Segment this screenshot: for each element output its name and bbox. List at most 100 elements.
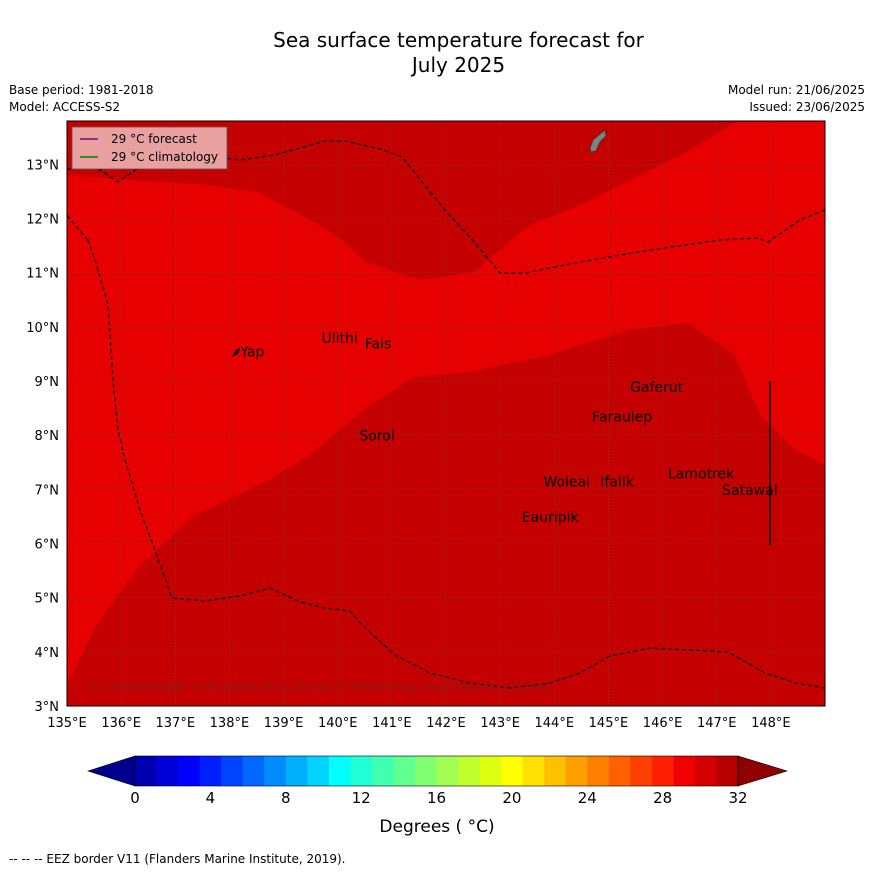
colorbar-tick-label: 0 bbox=[130, 789, 140, 807]
place-label: Woleai bbox=[543, 475, 590, 491]
lat-tick-label: 6°N bbox=[35, 538, 60, 553]
place-label: Satawal bbox=[722, 483, 777, 499]
place-label: Fais bbox=[365, 337, 392, 353]
colorbar-swatch bbox=[328, 756, 351, 786]
colorbar-swatch bbox=[544, 756, 567, 786]
place-label: Faraulep bbox=[592, 410, 652, 426]
lat-tick-label: 3°N bbox=[35, 700, 60, 715]
place-label: Ifalik bbox=[600, 475, 634, 491]
place-label: Yap bbox=[239, 345, 264, 361]
colorbar-swatch bbox=[156, 756, 179, 786]
colorbar-swatch bbox=[307, 756, 330, 786]
colorbar-swatch bbox=[178, 756, 201, 786]
place-label: Ulithi bbox=[321, 331, 357, 347]
place-label: Lamotrek bbox=[668, 467, 735, 483]
place-label: Gaferut bbox=[630, 380, 684, 396]
colorbar: 0 4 8 12 16 20 24 28 32 bbox=[87, 755, 789, 807]
colorbar-tick-label: 24 bbox=[578, 789, 597, 807]
colorbar-swatch bbox=[285, 756, 308, 786]
colorbar-swatch bbox=[414, 756, 437, 786]
colorbar-swatch bbox=[199, 756, 222, 786]
title-line-1: Sea surface temperature forecast for bbox=[273, 28, 644, 52]
map-legend: 29 °C forecast 29 °C climatology bbox=[71, 126, 228, 170]
colorbar-tick-label: 4 bbox=[206, 789, 216, 807]
lon-tick-label: 137°E bbox=[156, 716, 196, 731]
issued-date: Issued: 23/06/2025 bbox=[749, 100, 865, 114]
eez-border bbox=[67, 140, 825, 689]
colorbar-swatch bbox=[522, 756, 545, 786]
colorbar-swatch bbox=[350, 756, 373, 786]
lon-tick-label: 146°E bbox=[643, 716, 683, 731]
colorbar-tick-label: 16 bbox=[427, 789, 446, 807]
colorbar-extend-high bbox=[737, 755, 789, 787]
map-panel: © Commonwealth of Australia 2025, Bureau… bbox=[67, 121, 825, 706]
lon-tick-label: 143°E bbox=[480, 716, 520, 731]
map-frame bbox=[66, 120, 826, 707]
place-label: Eauripik bbox=[522, 510, 580, 526]
meta-left: Base period: 1981-2018 Model: ACCESS-S2 bbox=[9, 82, 154, 116]
sst-region-29-30-north bbox=[67, 121, 738, 280]
lat-tick-label: 4°N bbox=[35, 646, 60, 661]
place-labels: Yap Ulithi Fais Gaferut Faraulep Sorol Lamotre… bbox=[239, 331, 777, 526]
lon-tick-label: 141°E bbox=[372, 716, 412, 731]
colorbar-swatch bbox=[242, 756, 265, 786]
lon-tick-label: 140°E bbox=[318, 716, 358, 731]
longitude-ticks: 135°E 136°E 137°E 138°E 139°E 140°E 141°E 142°E… bbox=[47, 716, 790, 731]
colorbar-swatch bbox=[630, 756, 653, 786]
colorbar-swatch bbox=[264, 756, 287, 786]
lon-tick-label: 142°E bbox=[426, 716, 466, 731]
colorbar-swatch bbox=[651, 756, 674, 786]
legend-forecast-label: 29 °C forecast bbox=[111, 132, 197, 146]
lat-tick-label: 10°N bbox=[26, 321, 59, 336]
lat-tick-label: 7°N bbox=[35, 483, 60, 498]
colorbar-swatch bbox=[371, 756, 394, 786]
meta-right: Model run: 21/06/2025 Issued: 23/06/2025 bbox=[728, 82, 865, 116]
eez-footnote: -- -- -- EEZ border V11 (Flanders Marine… bbox=[9, 852, 346, 866]
latitude-ticks: 3°N 4°N 5°N 6°N 7°N 8°N 9°N 10°N 11°N 12°N 13°N bbox=[26, 158, 59, 715]
lon-tick-label: 138°E bbox=[210, 716, 250, 731]
colorbar-swatch bbox=[694, 756, 717, 786]
lon-tick-label: 147°E bbox=[697, 716, 737, 731]
colorbar-swatch bbox=[458, 756, 480, 786]
model-run: Model run: 21/06/2025 bbox=[727, 83, 865, 97]
place-label: Sorol bbox=[359, 429, 394, 445]
colorbar-tick-label: 28 bbox=[653, 789, 672, 807]
colorbar-swatch bbox=[587, 756, 610, 786]
lon-tick-label: 139°E bbox=[264, 716, 304, 731]
colorbar-swatch bbox=[479, 756, 502, 786]
colorbar-swatch bbox=[501, 756, 524, 786]
legend-box bbox=[71, 126, 228, 170]
colorbar-swatch bbox=[221, 756, 244, 786]
colorbar-extend-low bbox=[87, 755, 136, 787]
copyright-notice: © Commonwealth of Australia 2025, Bureau… bbox=[88, 680, 551, 693]
lon-tick-label: 135°E bbox=[47, 716, 87, 731]
lon-tick-label: 144°E bbox=[535, 716, 575, 731]
lat-tick-label: 11°N bbox=[26, 267, 59, 282]
colorbar-tick-label: 8 bbox=[281, 789, 291, 807]
legend-climatology-label: 29 °C climatology bbox=[111, 150, 218, 164]
lon-tick-label: 148°E bbox=[751, 716, 791, 731]
title-line-2: July 2025 bbox=[411, 53, 506, 77]
guam-island-icon bbox=[589, 129, 607, 153]
colorbar-label: Degrees ( °C) bbox=[379, 817, 494, 837]
lat-tick-label: 13°N bbox=[26, 158, 59, 173]
colorbar-swatch bbox=[135, 756, 157, 786]
colorbar-swatch bbox=[436, 756, 459, 786]
colorbar-frame bbox=[134, 755, 739, 787]
base-period: Base period: 1981-2018 bbox=[9, 83, 154, 97]
yap-island-icon bbox=[232, 348, 240, 357]
lat-tick-label: 8°N bbox=[35, 429, 60, 444]
colorbar-swatch bbox=[608, 756, 631, 786]
lon-tick-label: 136°E bbox=[101, 716, 141, 731]
model-name: Model: ACCESS-S2 bbox=[9, 100, 121, 114]
colorbar-tick-label: 32 bbox=[728, 789, 747, 807]
lat-tick-label: 5°N bbox=[35, 592, 60, 607]
lon-tick-label: 145°E bbox=[589, 716, 629, 731]
colorbar-swatch bbox=[673, 756, 696, 786]
colorbar-tick-label: 20 bbox=[502, 789, 521, 807]
colorbar-swatch bbox=[393, 756, 416, 786]
colorbar-swatch bbox=[565, 756, 588, 786]
lat-tick-label: 9°N bbox=[35, 375, 60, 390]
lat-tick-label: 12°N bbox=[26, 213, 59, 228]
